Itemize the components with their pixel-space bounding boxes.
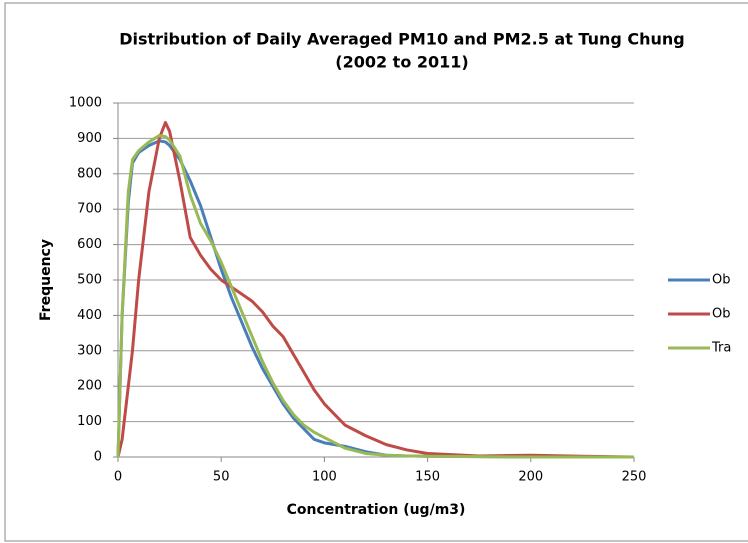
x-tick-label: 150 [415, 470, 440, 485]
x-axis-title: Concentration (ug/m3) [287, 502, 466, 518]
y-axis-title: Frequency [38, 239, 54, 321]
y-tick-label: 300 [77, 343, 102, 358]
chart-title: Distribution of Daily Averaged PM10 and … [119, 30, 685, 49]
y-tick-label: 600 [77, 237, 102, 252]
legend-label: Ob [712, 307, 730, 322]
legend-label: Ob [712, 273, 730, 288]
y-tick-label: 400 [77, 308, 102, 323]
series-line [116, 134, 634, 459]
series-line [116, 120, 635, 459]
x-tick-label: 100 [312, 470, 337, 485]
x-tick-label: 0 [114, 470, 122, 485]
y-tick-label: 500 [77, 273, 102, 288]
y-tick-label: 1000 [69, 96, 102, 111]
y-tick-label: 200 [77, 379, 102, 394]
y-tick-label: 0 [94, 450, 102, 465]
chart-frame [4, 2, 748, 542]
y-tick-label: 100 [77, 414, 102, 429]
x-tick-label: 250 [622, 470, 647, 485]
chart-title: (2002 to 2011) [335, 53, 468, 72]
y-tick-label: 900 [77, 131, 102, 146]
legend-label: Tra [711, 341, 731, 356]
x-tick-label: 50 [213, 470, 230, 485]
x-tick-label: 200 [518, 470, 543, 485]
y-tick-label: 700 [77, 202, 102, 217]
y-tick-label: 800 [77, 166, 102, 181]
